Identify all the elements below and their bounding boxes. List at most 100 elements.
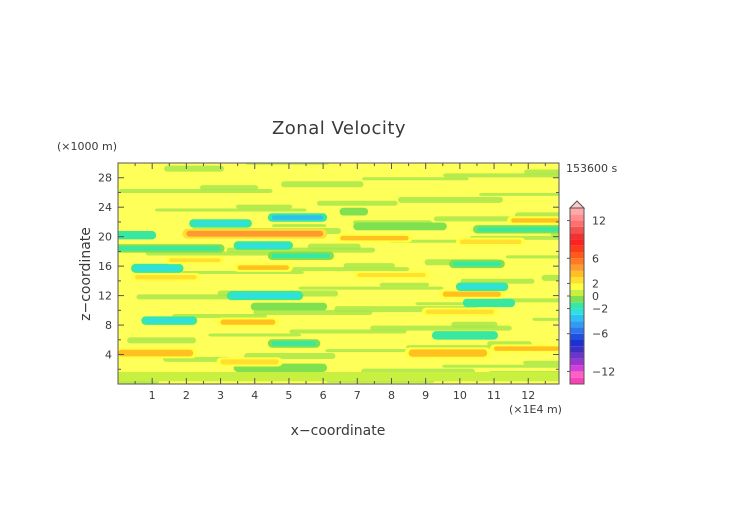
contour-band bbox=[254, 304, 324, 309]
colorbar-tick-label: 12 bbox=[592, 215, 606, 228]
contour-band bbox=[343, 209, 365, 214]
background-contour bbox=[235, 204, 293, 209]
background-contour bbox=[208, 333, 302, 337]
colorbar-swatch bbox=[570, 308, 584, 315]
colorbar-tick-label: −2 bbox=[592, 303, 608, 316]
background-contour bbox=[541, 274, 559, 281]
chart-title: Zonal Velocity bbox=[272, 118, 406, 139]
contour-band bbox=[459, 239, 522, 245]
contour-band bbox=[357, 224, 443, 229]
y-tick-label: 28 bbox=[98, 172, 112, 185]
background-contour bbox=[451, 321, 498, 328]
contour-band bbox=[118, 374, 559, 380]
contour-band bbox=[435, 333, 495, 338]
x-tick-label: 5 bbox=[285, 389, 292, 402]
y-tick-label: 20 bbox=[98, 231, 112, 244]
contour-band bbox=[494, 346, 559, 351]
colorbar-swatch bbox=[570, 377, 584, 384]
x-tick-label: 12 bbox=[521, 389, 535, 402]
background-contour bbox=[281, 181, 364, 188]
x-axis-label: x−coordinate bbox=[291, 423, 386, 439]
contour-band bbox=[135, 274, 197, 280]
y-tick-label: 8 bbox=[105, 319, 112, 332]
contour-band bbox=[453, 261, 501, 267]
colorbar-swatch bbox=[570, 245, 584, 252]
contour-band bbox=[511, 218, 559, 223]
contour-band bbox=[237, 243, 289, 248]
x-tick-label: 4 bbox=[251, 389, 258, 402]
background-contour bbox=[524, 169, 559, 175]
x-tick-label: 8 bbox=[388, 389, 395, 402]
background-contour bbox=[379, 282, 430, 287]
contour-band bbox=[220, 359, 279, 365]
contour-band bbox=[459, 284, 505, 289]
colorbar-tick-label: 0 bbox=[592, 290, 599, 303]
background-contour bbox=[523, 360, 559, 365]
colorbar-swatch bbox=[570, 214, 584, 221]
contour-band bbox=[230, 293, 300, 299]
colorbar-swatch bbox=[570, 340, 584, 347]
contour-band bbox=[466, 300, 512, 306]
colorbar-tick-label: −6 bbox=[592, 328, 608, 341]
x-tick-label: 11 bbox=[487, 389, 501, 402]
colorbar-swatch bbox=[570, 226, 584, 234]
contour-band bbox=[425, 309, 495, 315]
x-tick-label: 6 bbox=[320, 389, 327, 402]
y-axis-label: z−coordinate bbox=[78, 227, 94, 321]
contour-band bbox=[118, 349, 194, 357]
x-axis-ticks: 1 2 3 4 5 6 7 8 9 10 11 12 bbox=[134, 163, 546, 402]
velocity-contours bbox=[118, 163, 559, 384]
colorbar-extend-arrow bbox=[568, 200, 586, 209]
background-contour bbox=[479, 192, 559, 196]
contour-band bbox=[169, 258, 221, 263]
colorbar: 12 6 20−2 −6 −12 bbox=[567, 200, 615, 385]
contour-band bbox=[237, 265, 289, 270]
contour-band bbox=[408, 349, 488, 357]
colorbar-swatch bbox=[570, 208, 584, 215]
background-contour bbox=[136, 294, 233, 300]
background-contour bbox=[127, 337, 196, 344]
contour-band bbox=[237, 365, 324, 371]
y-axis-ticks: 4 8 12 16 20 24 28 bbox=[98, 172, 559, 370]
contour-band bbox=[145, 318, 194, 323]
colorbar-swatch bbox=[570, 296, 584, 303]
colorbar-swatch bbox=[570, 220, 584, 227]
contour-band bbox=[357, 273, 426, 277]
colorbar-swatch bbox=[570, 333, 584, 340]
contour-band bbox=[135, 265, 180, 271]
background-contour bbox=[397, 196, 503, 203]
background-contour bbox=[172, 313, 268, 318]
y-tick-label: 4 bbox=[105, 349, 112, 362]
y-unit-label: (×1000 m) bbox=[57, 140, 117, 153]
background-contour bbox=[164, 165, 224, 172]
contour-band bbox=[476, 227, 559, 232]
background-contour bbox=[532, 317, 559, 321]
x-tick-label: 10 bbox=[453, 389, 467, 402]
x-tick-label: 9 bbox=[422, 389, 429, 402]
colorbar-swatch bbox=[570, 283, 584, 290]
time-label: 153600 s bbox=[566, 162, 617, 175]
background-contour bbox=[415, 302, 464, 306]
colorbar-swatch bbox=[570, 277, 584, 284]
colorbar-swatch bbox=[570, 352, 584, 359]
contour-band bbox=[271, 215, 324, 220]
y-tick-label: 24 bbox=[98, 201, 112, 214]
background-contour bbox=[343, 263, 395, 269]
colorbar-swatch bbox=[570, 321, 584, 328]
colorbar-swatch bbox=[570, 371, 584, 378]
background-contour bbox=[505, 255, 559, 259]
colorbar-tick-label: −12 bbox=[592, 365, 615, 378]
y-tick-label: 12 bbox=[98, 290, 112, 303]
contour-band bbox=[442, 291, 501, 297]
colorbar-swatch bbox=[570, 358, 584, 366]
colorbar-swatch bbox=[570, 233, 584, 240]
contour-band bbox=[340, 235, 409, 241]
colorbar-tick-label: 6 bbox=[592, 252, 599, 265]
colorbar-swatch bbox=[570, 264, 584, 271]
background-contour bbox=[307, 243, 361, 250]
x-tick-label: 7 bbox=[354, 389, 361, 402]
background-contour bbox=[362, 177, 469, 181]
background-contour bbox=[200, 185, 259, 191]
plot-area bbox=[117, 162, 560, 385]
colorbar-swatch bbox=[570, 258, 584, 265]
